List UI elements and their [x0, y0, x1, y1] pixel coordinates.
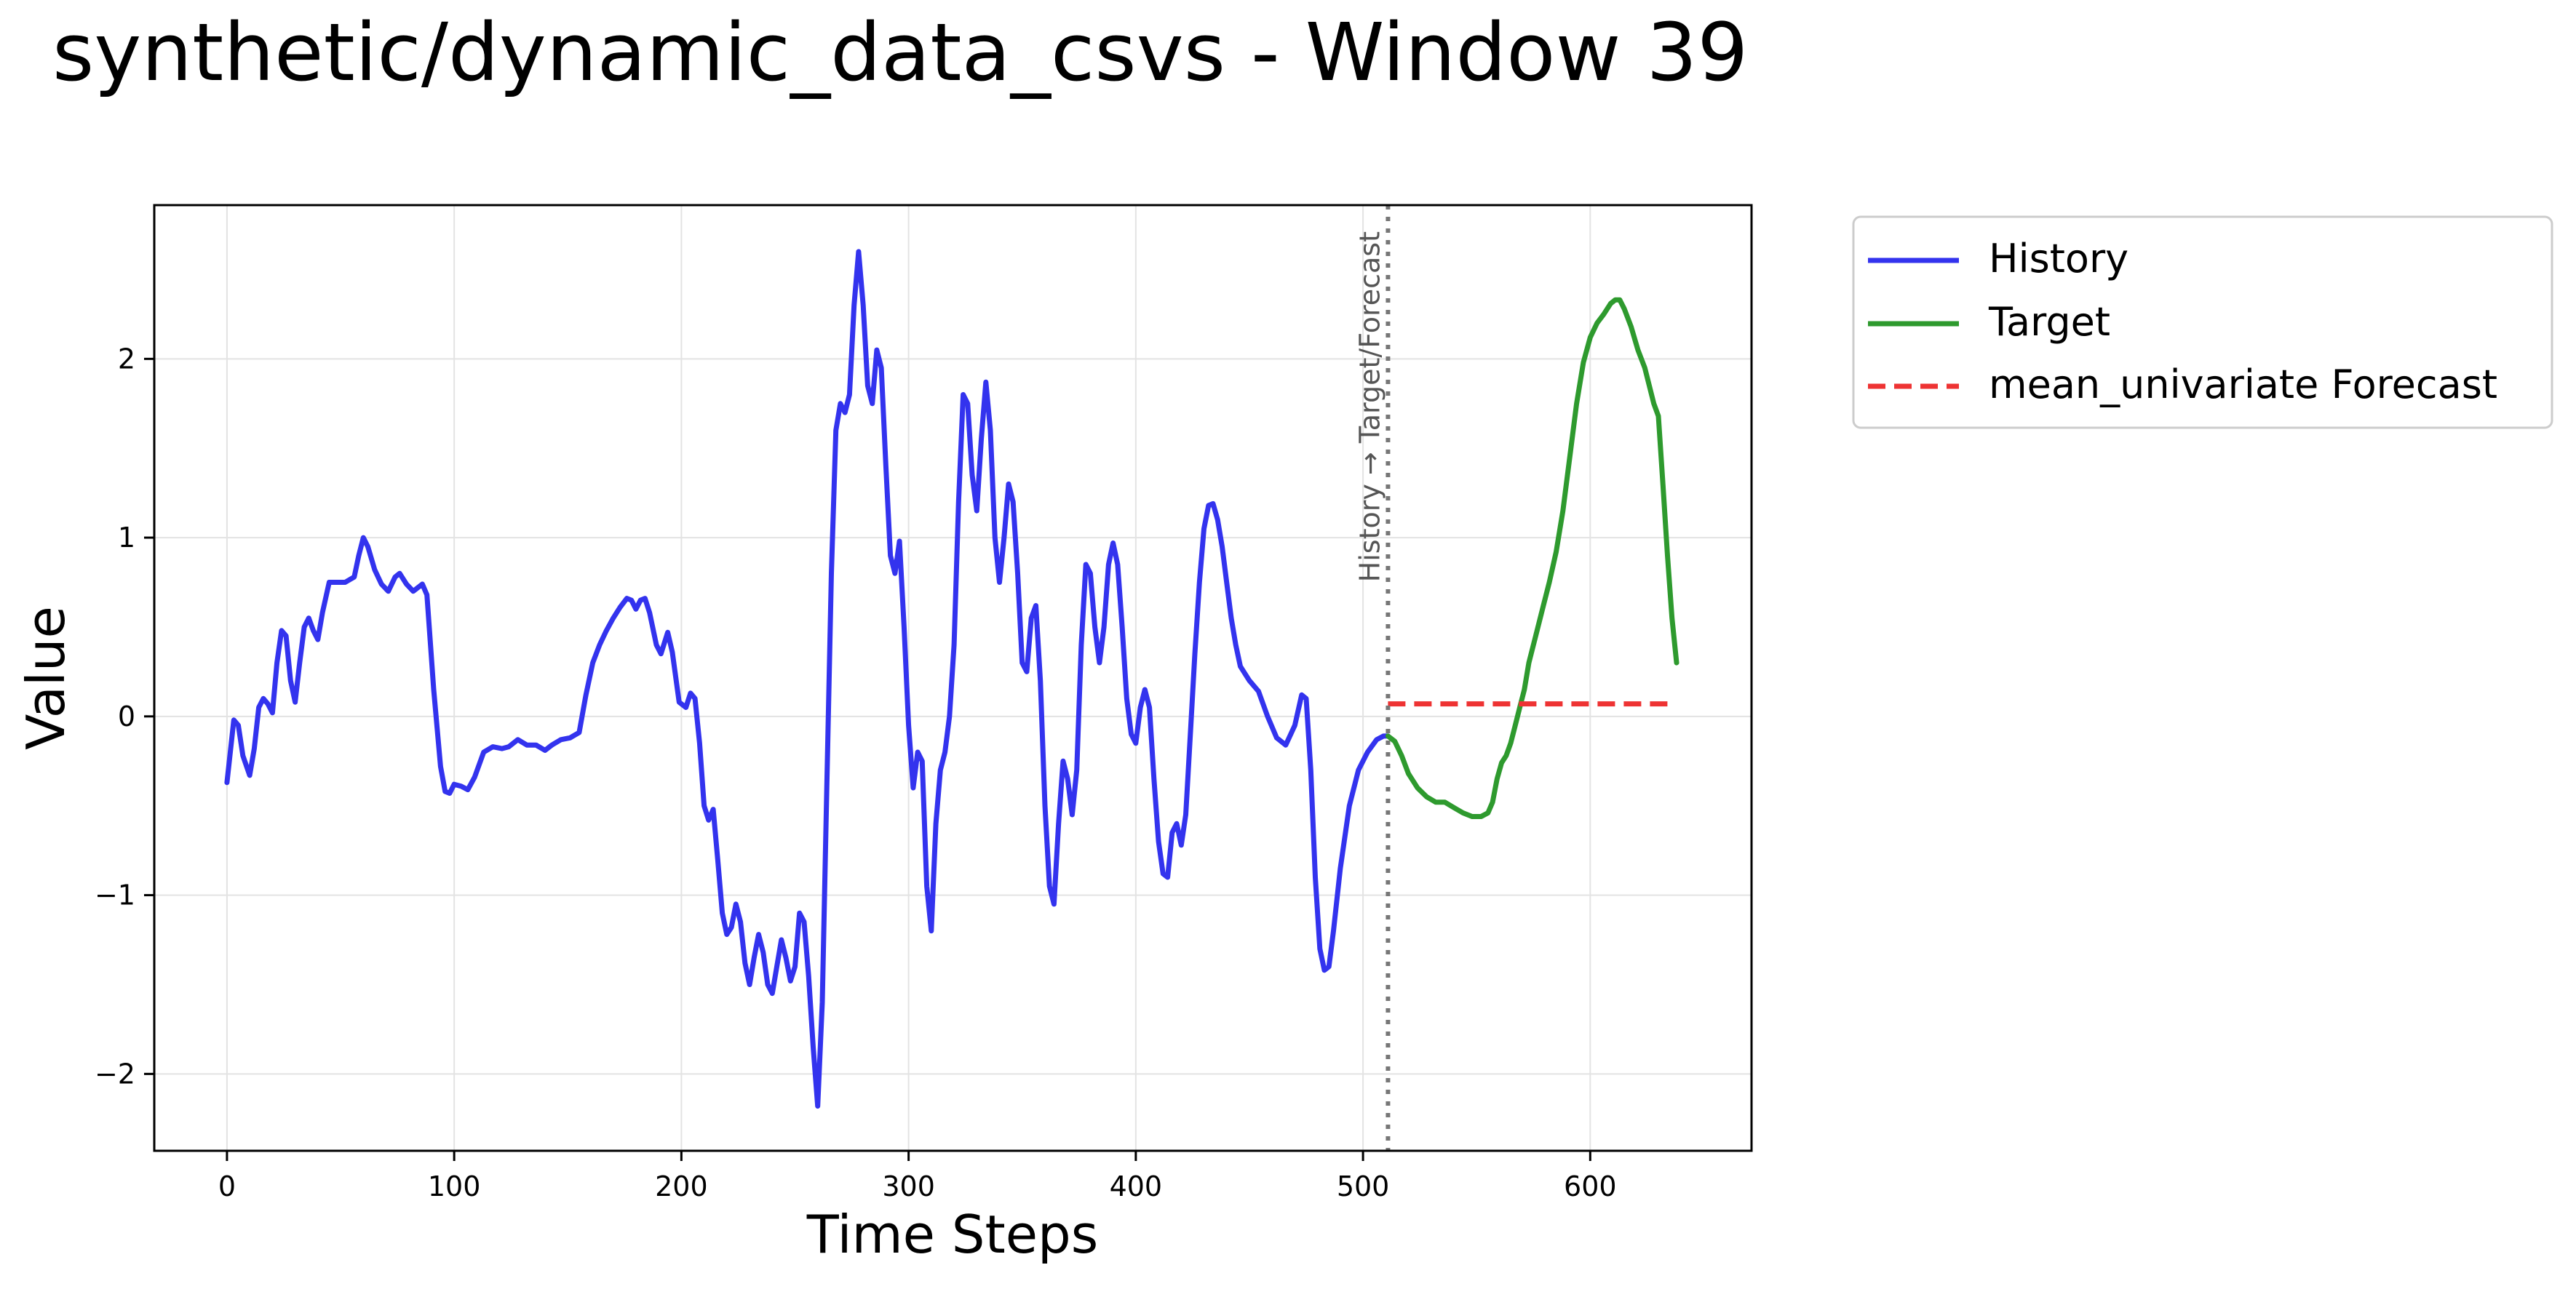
x-tick-label: 600	[1564, 1170, 1617, 1202]
x-tick-label: 0	[218, 1170, 236, 1202]
legend-target-label: Target	[1988, 299, 2110, 345]
y-tick-label: 1	[118, 522, 135, 554]
y-axis-label: Value	[15, 606, 76, 750]
y-ticks: −2 −1 0 1 2	[95, 343, 154, 1090]
y-tick-label: 2	[118, 343, 135, 375]
y-tick-label: 0	[118, 701, 135, 733]
x-axis-label: Time Steps	[806, 1204, 1099, 1265]
history-line	[224, 249, 1391, 1109]
x-ticks: 0 100 200 300 400 500 600	[218, 1151, 1617, 1202]
legend-history-label: History	[1989, 236, 2128, 282]
target-line	[1385, 297, 1679, 819]
plot-frame	[153, 204, 1753, 1152]
legend-box	[1852, 215, 2553, 429]
grid	[154, 205, 1752, 1151]
chart-title: synthetic/dynamic_data_csvs - Window 39	[52, 6, 1748, 99]
y-tick-label: −1	[95, 879, 135, 911]
split-annotation: History → Target/Forecast	[1353, 231, 1386, 582]
x-tick-label: 100	[428, 1170, 481, 1202]
y-tick-label: −2	[95, 1058, 135, 1090]
series-lines	[224, 249, 1679, 1109]
legend: History Target mean_univariate Forecast	[1852, 215, 2553, 429]
x-tick-label: 300	[882, 1170, 935, 1202]
x-tick-label: 200	[655, 1170, 708, 1202]
x-tick-label: 500	[1337, 1170, 1390, 1202]
x-tick-label: 400	[1110, 1170, 1163, 1202]
legend-forecast-label: mean_univariate Forecast	[1989, 362, 2497, 407]
